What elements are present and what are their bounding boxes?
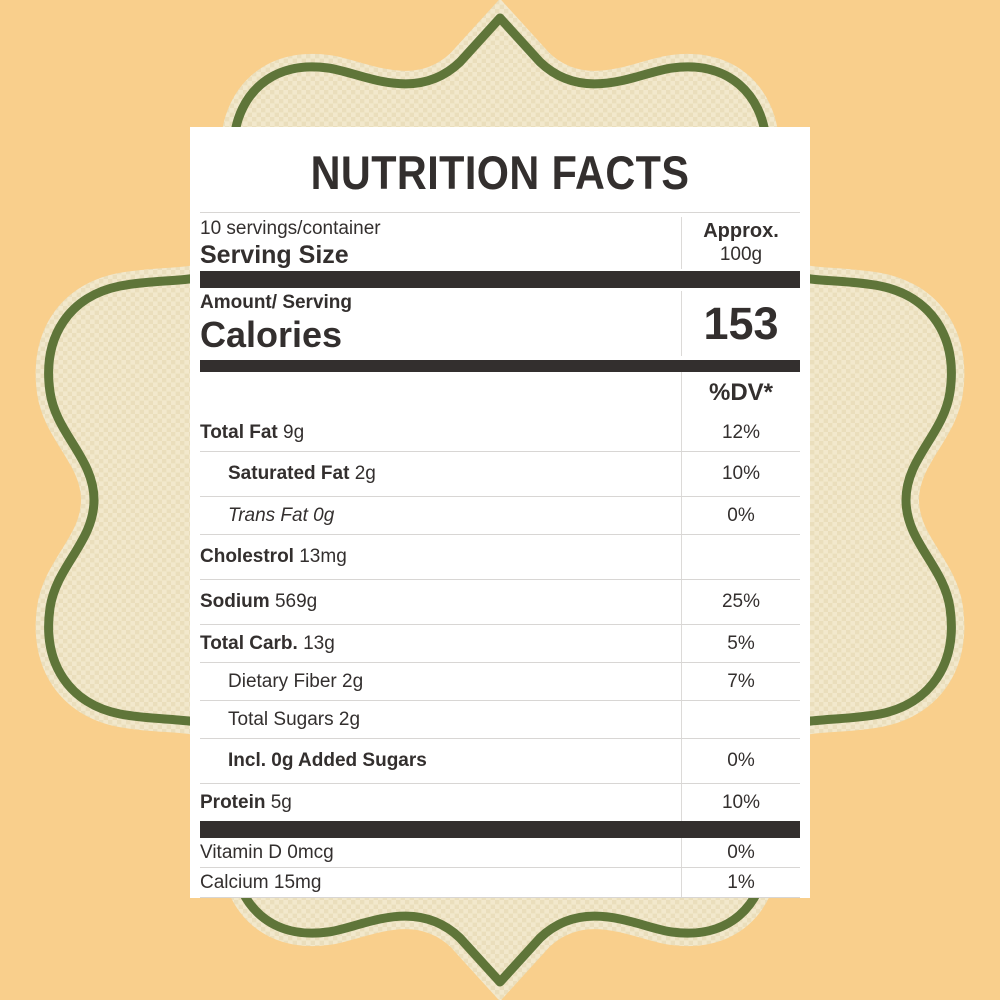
nutrient-amount: 5g bbox=[265, 791, 292, 813]
thick-divider-top bbox=[200, 271, 800, 288]
vitamin-daily-value: 1% bbox=[681, 868, 800, 897]
nutrient-row: Total Carb. 13g 5% bbox=[190, 625, 810, 662]
serving-size-value: 100g bbox=[719, 244, 763, 265]
amount-per-serving-label: Amount/ Serving bbox=[200, 292, 353, 313]
serving-size-qualifier: Approx. bbox=[703, 220, 779, 242]
nutrient-amount: 13mg bbox=[293, 546, 347, 567]
nutrient-name: Cholestrol 13mg bbox=[200, 546, 347, 567]
nutrient-row: Protein 5g 10% bbox=[190, 784, 810, 821]
nutrient-daily-value bbox=[681, 535, 800, 579]
nutrient-daily-value: 10% bbox=[681, 452, 800, 496]
divider bbox=[200, 783, 800, 784]
thick-divider-vitamins bbox=[200, 821, 800, 838]
nutrient-daily-value bbox=[681, 701, 800, 738]
nutrient-amount: 569g bbox=[269, 591, 318, 612]
nutrient-row: Trans Fat 0g 0% bbox=[190, 497, 810, 534]
nutrition-facts-panel: NUTRITION FACTS 10 servings/container Se… bbox=[190, 127, 810, 898]
divider bbox=[200, 738, 800, 739]
page-title: NUTRITION FACTS bbox=[310, 146, 690, 199]
nutrient-name: Dietary Fiber 2g bbox=[228, 670, 364, 692]
vitamin-name: Vitamin D 0mcg bbox=[200, 841, 334, 863]
nutrient-name: Total Carb. 13g bbox=[200, 632, 335, 654]
divider bbox=[200, 867, 800, 868]
nutrient-row: Sodium 569g 25% bbox=[190, 580, 810, 624]
nutrient-name: Sodium 569g bbox=[200, 591, 318, 612]
nutrient-row: Dietary Fiber 2g 7% bbox=[190, 663, 810, 700]
serving-size-label: Serving Size bbox=[200, 241, 349, 269]
serving-size-row: 10 servings/container Serving Size Appro… bbox=[190, 213, 810, 271]
nutrient-amount: 9g bbox=[277, 421, 305, 443]
vitamin-name: Calcium 15mg bbox=[200, 871, 322, 893]
nutrient-rows: Total Fat 9g 12% Saturated Fat 2g 10% Trans … bbox=[190, 414, 810, 821]
nutrient-name: Trans Fat 0g bbox=[228, 504, 335, 526]
divider bbox=[200, 451, 800, 452]
vitamin-row: Vitamin D 0mcg 0% bbox=[190, 838, 810, 867]
divider bbox=[200, 700, 800, 701]
divider bbox=[200, 496, 800, 497]
nutrient-daily-value: 10% bbox=[681, 784, 800, 821]
nutrient-row: Saturated Fat 2g 10% bbox=[190, 452, 810, 496]
divider bbox=[200, 579, 800, 580]
divider bbox=[200, 212, 800, 213]
nutrient-daily-value: 12% bbox=[681, 414, 800, 451]
nutrient-name: Protein 5g bbox=[200, 791, 292, 813]
nutrient-amount: 13g bbox=[297, 632, 335, 654]
nutrient-name: Saturated Fat 2g bbox=[228, 463, 376, 484]
divider bbox=[200, 624, 800, 625]
nutrient-row: Incl. 0g Added Sugars 0% bbox=[190, 739, 810, 783]
nutrient-daily-value: 0% bbox=[681, 497, 800, 534]
daily-value-header-row: %DV* bbox=[190, 372, 810, 414]
calories-value: 153 bbox=[703, 297, 779, 349]
nutrient-name: Total Fat 9g bbox=[200, 421, 305, 443]
calories-label: Calories bbox=[200, 314, 343, 355]
divider bbox=[200, 662, 800, 663]
calories-row: Amount/ Serving Calories 153 bbox=[190, 288, 810, 360]
divider bbox=[200, 897, 800, 898]
vitamin-row: Calcium 15mg 1% bbox=[190, 868, 810, 897]
nutrient-daily-value: 0% bbox=[681, 739, 800, 783]
daily-value-header: %DV* bbox=[681, 372, 800, 414]
nutrient-row: Total Sugars 2g bbox=[190, 701, 810, 738]
nutrient-daily-value: 5% bbox=[681, 625, 800, 662]
nutrient-row: Total Fat 9g 12% bbox=[190, 414, 810, 451]
nutrient-daily-value: 7% bbox=[681, 663, 800, 700]
vitamin-daily-value: 0% bbox=[681, 838, 800, 867]
nutrient-amount: 2g bbox=[349, 463, 376, 484]
nutrient-name: Total Sugars 2g bbox=[228, 708, 361, 730]
nutrient-daily-value: 25% bbox=[681, 580, 800, 624]
divider bbox=[200, 534, 800, 535]
nutrient-name: Incl. 0g Added Sugars bbox=[228, 750, 427, 771]
servings-per-container: 10 servings/container bbox=[200, 218, 381, 239]
nutrient-row: Cholestrol 13mg bbox=[190, 535, 810, 579]
thick-divider-calories bbox=[200, 360, 800, 372]
